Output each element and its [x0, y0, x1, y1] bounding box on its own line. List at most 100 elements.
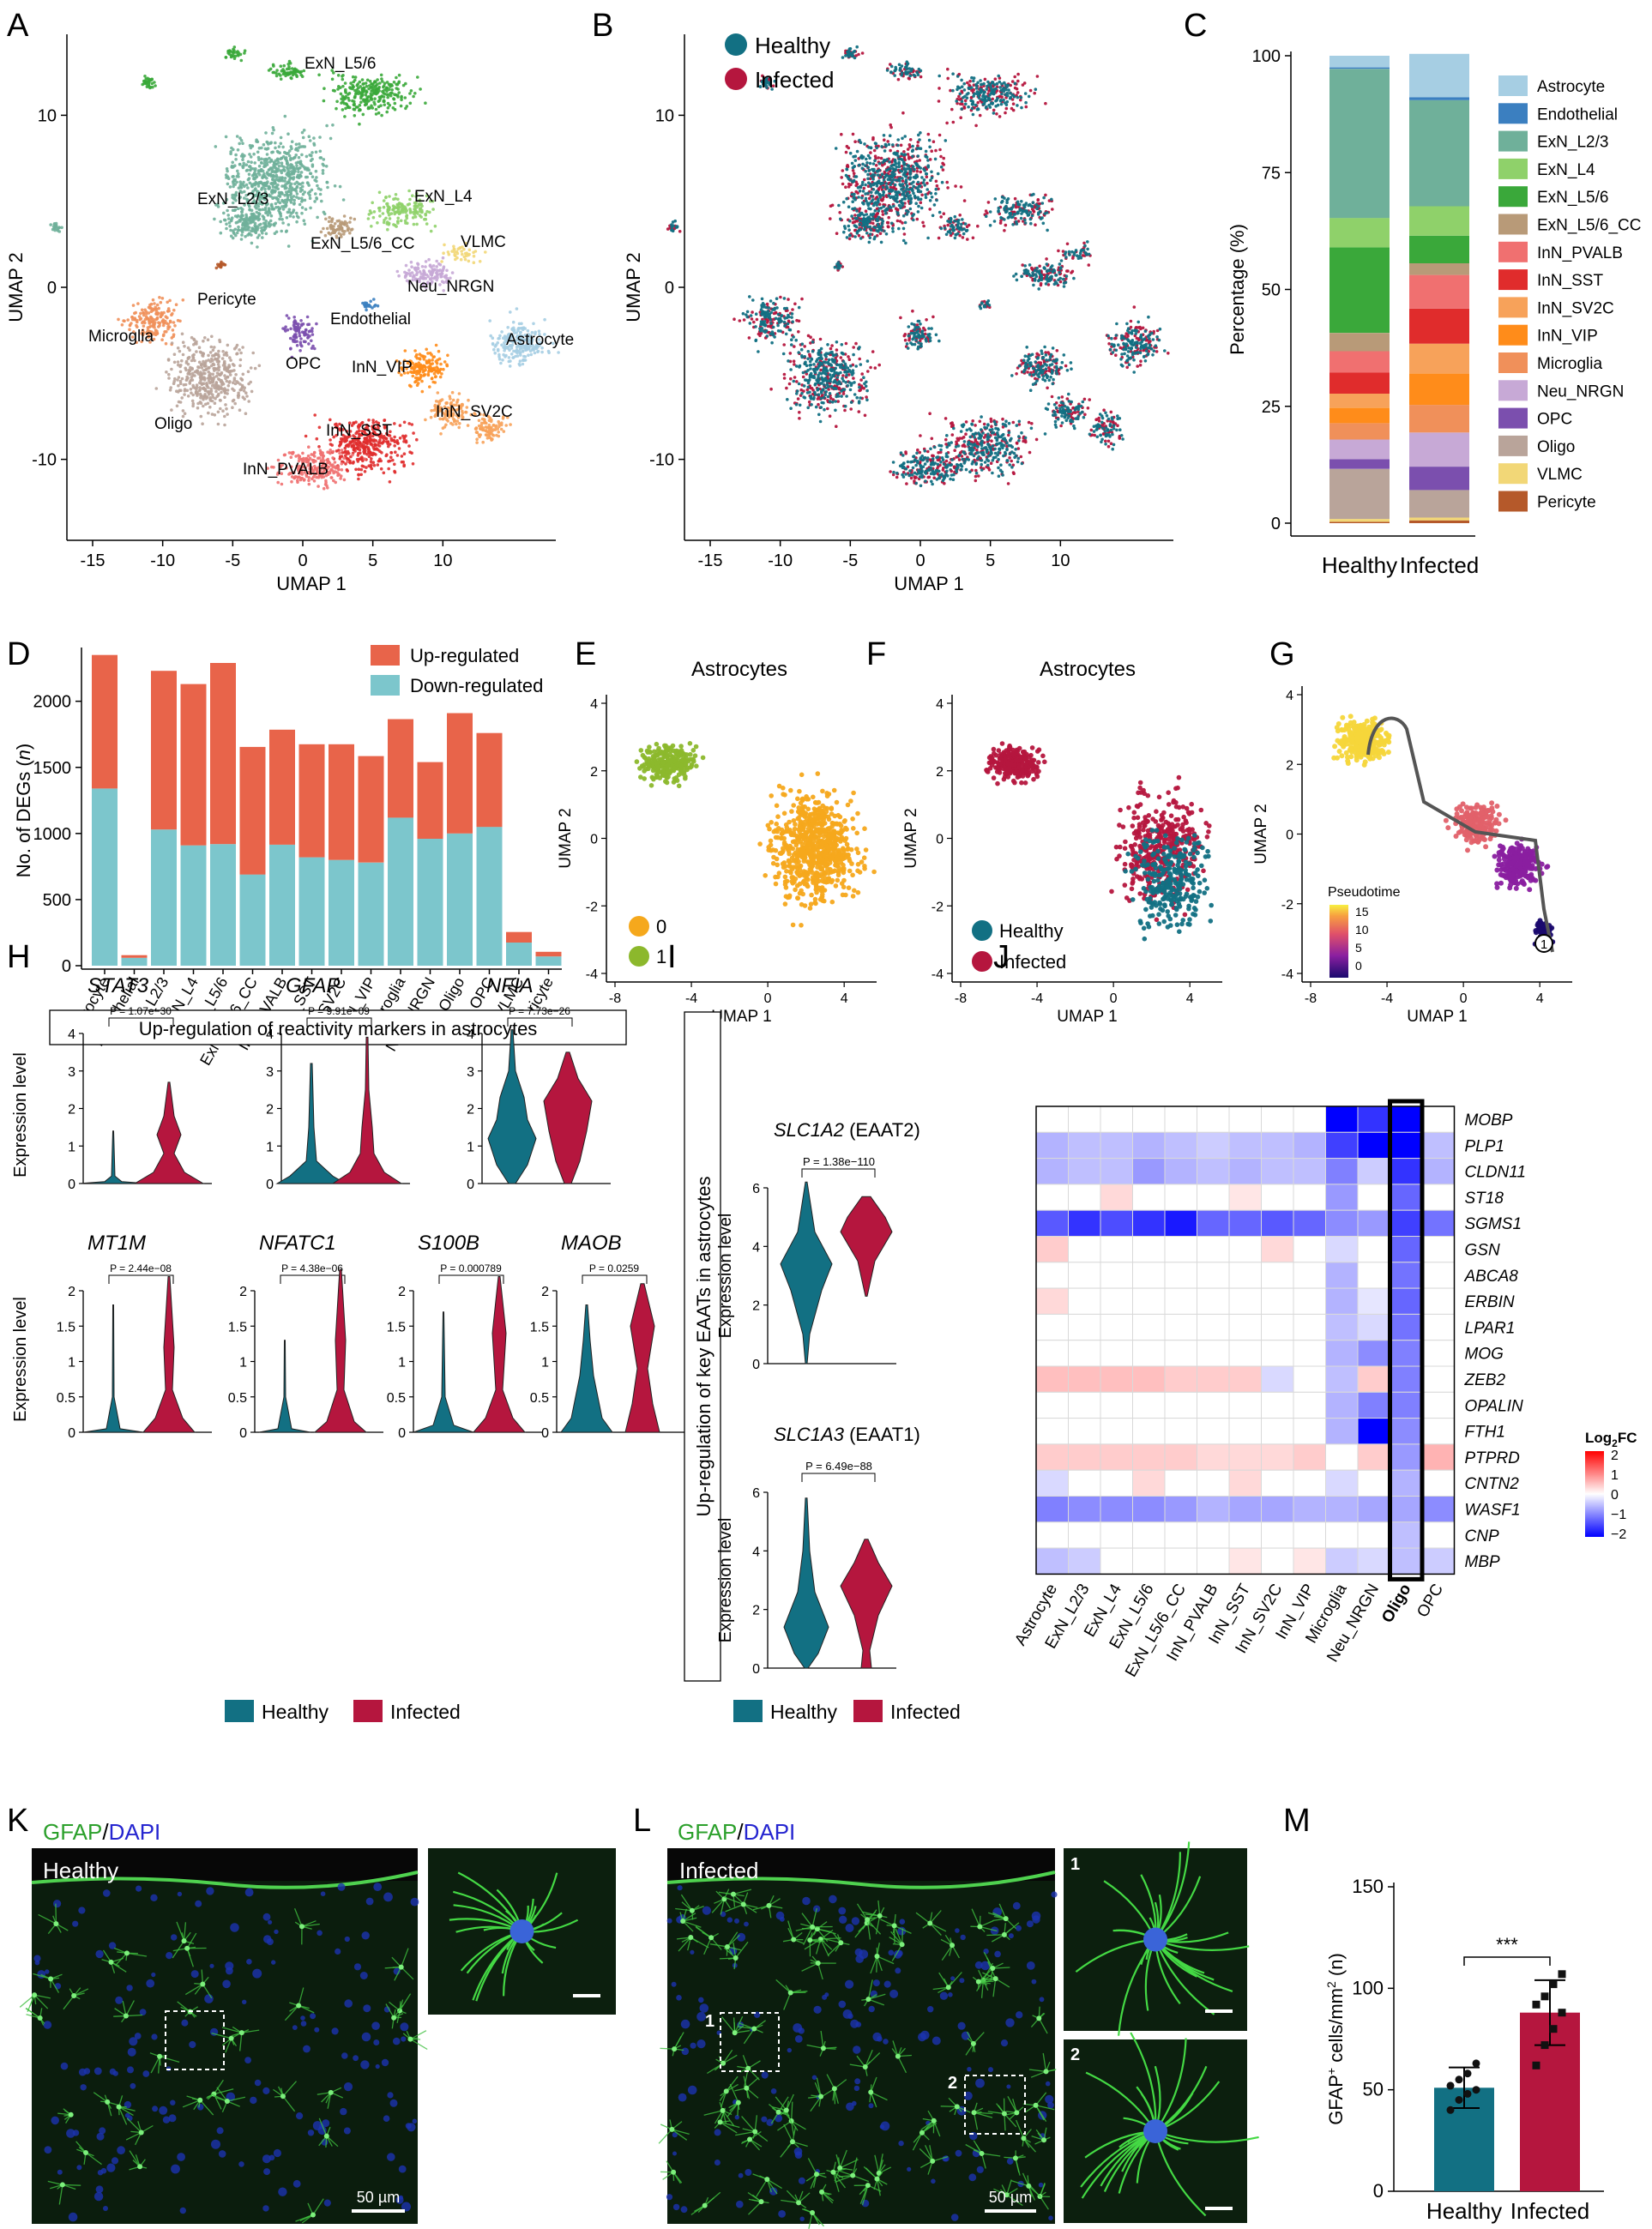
panel-letter-b: B — [592, 8, 613, 44]
point — [269, 141, 274, 144]
point — [326, 450, 329, 454]
point — [884, 212, 888, 215]
point — [938, 148, 942, 152]
point — [896, 138, 900, 142]
point — [864, 183, 867, 187]
point — [336, 87, 340, 91]
point — [257, 158, 261, 161]
point — [1019, 96, 1023, 99]
point — [399, 219, 403, 223]
point — [894, 187, 898, 191]
point — [276, 197, 280, 202]
point — [902, 196, 907, 201]
point — [424, 265, 427, 268]
point — [912, 180, 915, 184]
point — [343, 230, 347, 233]
point — [497, 422, 501, 426]
point — [435, 259, 439, 263]
point — [557, 351, 560, 354]
point — [177, 376, 181, 379]
point — [869, 213, 873, 216]
point — [868, 236, 872, 240]
point — [284, 329, 287, 333]
point — [877, 218, 880, 222]
point — [221, 383, 226, 386]
point — [296, 167, 300, 171]
point — [216, 410, 220, 414]
point — [195, 391, 198, 395]
point — [258, 198, 262, 202]
point — [435, 265, 439, 268]
point — [317, 425, 322, 430]
point — [911, 214, 914, 218]
point — [252, 152, 256, 156]
point — [903, 189, 907, 193]
point — [232, 148, 235, 152]
point — [403, 96, 407, 99]
point — [901, 238, 906, 243]
point — [878, 196, 882, 199]
point — [960, 99, 964, 103]
point — [472, 254, 476, 258]
point — [213, 346, 216, 349]
point — [393, 469, 396, 473]
point — [286, 197, 290, 202]
point — [893, 183, 897, 187]
point — [213, 217, 216, 221]
y-tick-label: -10 — [649, 451, 674, 470]
point — [190, 358, 194, 363]
point — [210, 334, 214, 339]
point — [515, 307, 519, 310]
point — [238, 364, 242, 368]
point — [232, 208, 237, 213]
point — [290, 140, 294, 143]
point — [369, 443, 372, 446]
point — [228, 224, 232, 228]
point — [409, 260, 413, 264]
point — [252, 227, 256, 232]
point — [467, 398, 470, 402]
point — [432, 371, 437, 376]
point — [941, 168, 945, 172]
point — [231, 193, 234, 197]
point — [265, 148, 268, 151]
point — [1003, 229, 1006, 232]
point — [130, 322, 133, 325]
point — [874, 142, 878, 146]
point — [371, 215, 376, 220]
point — [57, 226, 60, 230]
cluster-label: Pericyte — [197, 291, 256, 309]
point — [370, 225, 373, 228]
point — [348, 441, 353, 445]
point — [950, 107, 954, 111]
point — [223, 395, 226, 400]
point — [908, 145, 912, 149]
point — [887, 167, 890, 172]
point — [870, 174, 873, 178]
point — [365, 95, 370, 99]
point — [331, 463, 335, 467]
point — [196, 370, 199, 375]
point — [250, 208, 254, 213]
point — [261, 236, 264, 239]
point — [871, 217, 875, 220]
point — [246, 370, 250, 374]
point — [886, 140, 889, 143]
point — [337, 85, 341, 88]
point — [285, 216, 289, 220]
point — [369, 465, 373, 469]
point — [371, 439, 376, 443]
point — [131, 304, 136, 307]
point — [279, 214, 283, 218]
point — [369, 460, 373, 464]
point — [908, 176, 913, 179]
point — [235, 174, 239, 178]
point — [295, 192, 299, 196]
point — [426, 372, 431, 377]
point — [419, 272, 424, 276]
point — [358, 80, 362, 84]
point — [242, 161, 246, 166]
point — [393, 107, 397, 111]
cluster-label: InN_PVALB — [243, 461, 329, 479]
point — [290, 67, 294, 70]
